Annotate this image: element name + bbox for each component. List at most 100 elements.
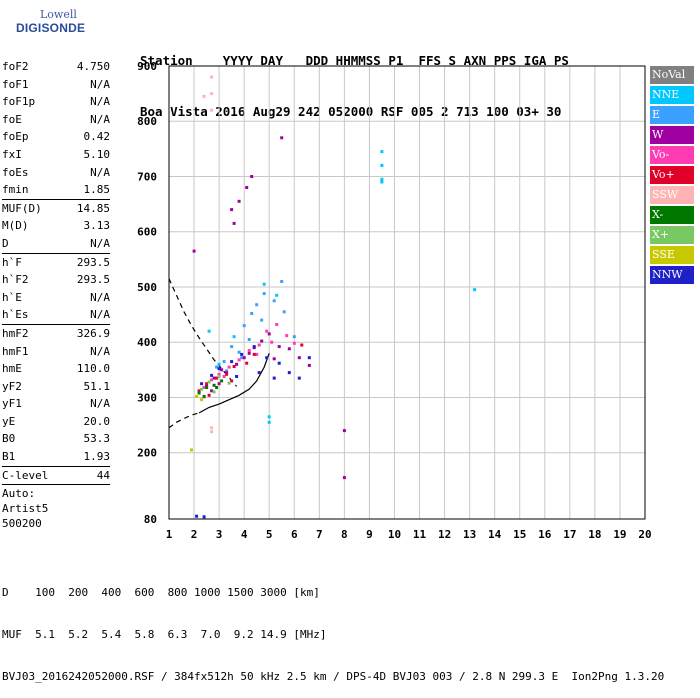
- param-name: foEp: [2, 130, 29, 144]
- data-point-vo: [257, 343, 261, 347]
- digisonde-logo: Lowell DIGISONDE: [4, 8, 85, 48]
- x-tick-label: 18: [588, 528, 601, 541]
- footer-muf-row: MUF 5.1 5.2 5.4 5.8 6.3 7.0 9.2 14.9 [MH…: [2, 628, 327, 641]
- param-name: h`Es: [2, 308, 29, 322]
- x-tick-label: 9: [366, 528, 373, 541]
- data-point-x: [207, 380, 211, 384]
- param-separator: [2, 323, 110, 325]
- data-point-vo: [270, 340, 274, 344]
- param-row: yF1 N/A: [2, 395, 110, 413]
- x-tick-label: 2: [191, 528, 198, 541]
- data-point-ssw: [210, 75, 214, 79]
- param-name: M(D): [2, 219, 29, 233]
- auto-code: 500200: [2, 517, 42, 530]
- data-point-w: [260, 339, 264, 343]
- data-point-nnw: [252, 345, 256, 349]
- data-point-nnw: [297, 376, 301, 380]
- x-tick-label: 5: [266, 528, 273, 541]
- data-point-vo: [292, 341, 296, 345]
- param-name: h`F2: [2, 273, 29, 287]
- data-point-e: [247, 338, 251, 341]
- data-point-vo: [227, 365, 231, 369]
- data-point-e: [292, 335, 296, 339]
- data-point-nne: [380, 163, 384, 167]
- data-point-x: [202, 394, 206, 398]
- param-row: M(D) 3.13: [2, 217, 110, 235]
- x-tick-label: 10: [388, 528, 401, 541]
- data-point-vo: [207, 393, 211, 397]
- data-point-vo: [247, 349, 251, 352]
- legend-item: NNW: [650, 266, 694, 284]
- data-point-w: [217, 382, 221, 386]
- param-value: 20.0: [83, 414, 111, 428]
- param-separator: [2, 465, 110, 467]
- data-point-vo: [245, 361, 249, 365]
- param-value: 1.85: [83, 183, 111, 197]
- auto-program: Artist5: [2, 502, 49, 515]
- data-point-w: [250, 175, 254, 178]
- data-point-ssw: [202, 94, 206, 98]
- profile-curve-dashed: [168, 412, 200, 429]
- param-row: hmF2 326.9: [2, 325, 110, 343]
- y-tick-label: 600: [137, 226, 157, 239]
- x-tick-label: 11: [413, 528, 427, 541]
- param-value: 53.3: [83, 432, 111, 446]
- data-point-nne: [380, 180, 384, 184]
- param-name: D: [2, 236, 9, 250]
- param-value: 1.93: [83, 450, 111, 464]
- y-tick-label: 300: [137, 391, 157, 404]
- data-point-x: [197, 391, 201, 395]
- data-point-nnw: [210, 373, 214, 377]
- data-point-nne: [275, 293, 279, 297]
- param-value: N/A: [90, 95, 110, 109]
- data-point-w: [235, 362, 239, 366]
- legend-item: SSW: [650, 186, 694, 204]
- data-point-nnw: [200, 382, 204, 386]
- data-point-nnw: [217, 367, 221, 371]
- data-point-sse: [200, 398, 204, 402]
- data-point-e: [282, 310, 286, 314]
- data-point-nne: [232, 335, 236, 339]
- x-tick-label: 19: [613, 528, 626, 541]
- param-name: C-level: [2, 468, 49, 482]
- param-row: yE 20.0: [2, 413, 110, 431]
- data-point-w: [242, 356, 246, 360]
- data-point-nne: [207, 329, 211, 333]
- data-point-e: [240, 356, 244, 360]
- data-point-e: [280, 280, 284, 283]
- data-point-vo: [230, 379, 234, 383]
- data-point-nnw: [272, 376, 276, 380]
- param-name: B0: [2, 432, 16, 446]
- autoscaling-info: Auto: Artist5 500200: [2, 486, 48, 531]
- data-point-x: [212, 383, 216, 387]
- param-row: MUF(D) 14.85: [2, 200, 110, 218]
- param-name: foE: [2, 112, 22, 126]
- data-point-w: [220, 368, 224, 372]
- data-point-e: [215, 365, 219, 369]
- param-separator: [2, 484, 110, 486]
- data-point-vo: [265, 329, 269, 333]
- data-point-x: [227, 381, 231, 385]
- x-tick-label: 17: [563, 528, 576, 541]
- param-name: h`E: [2, 290, 22, 304]
- ionogram-plot: 1 2 3 4 5 6 7 8 9 10 11 12 13 14 15 16 17 18 19 20802003004…: [137, 60, 652, 541]
- data-point-vo: [197, 389, 201, 393]
- legend-item: X-: [650, 206, 694, 224]
- param-row: h`E N/A: [2, 289, 110, 307]
- data-point-x: [220, 379, 224, 383]
- param-value: 51.1: [83, 379, 111, 393]
- data-point-vo: [202, 386, 206, 389]
- data-point-nnw: [235, 375, 239, 378]
- data-point-nnw: [277, 361, 281, 365]
- x-tick-label: 16: [538, 528, 552, 541]
- param-value: 293.5: [76, 255, 110, 269]
- legend-item: Vo+: [650, 166, 694, 184]
- data-point-x: [217, 375, 221, 378]
- footer-info: D 100 200 400 600 800 1000 1500 3000 [km…: [2, 558, 664, 698]
- data-point-e: [262, 292, 266, 296]
- data-point-w: [307, 363, 311, 367]
- plot-frame: [168, 65, 646, 520]
- param-row: foEp 0.42: [2, 128, 110, 146]
- data-point-e: [260, 318, 264, 322]
- data-point-w: [342, 476, 346, 480]
